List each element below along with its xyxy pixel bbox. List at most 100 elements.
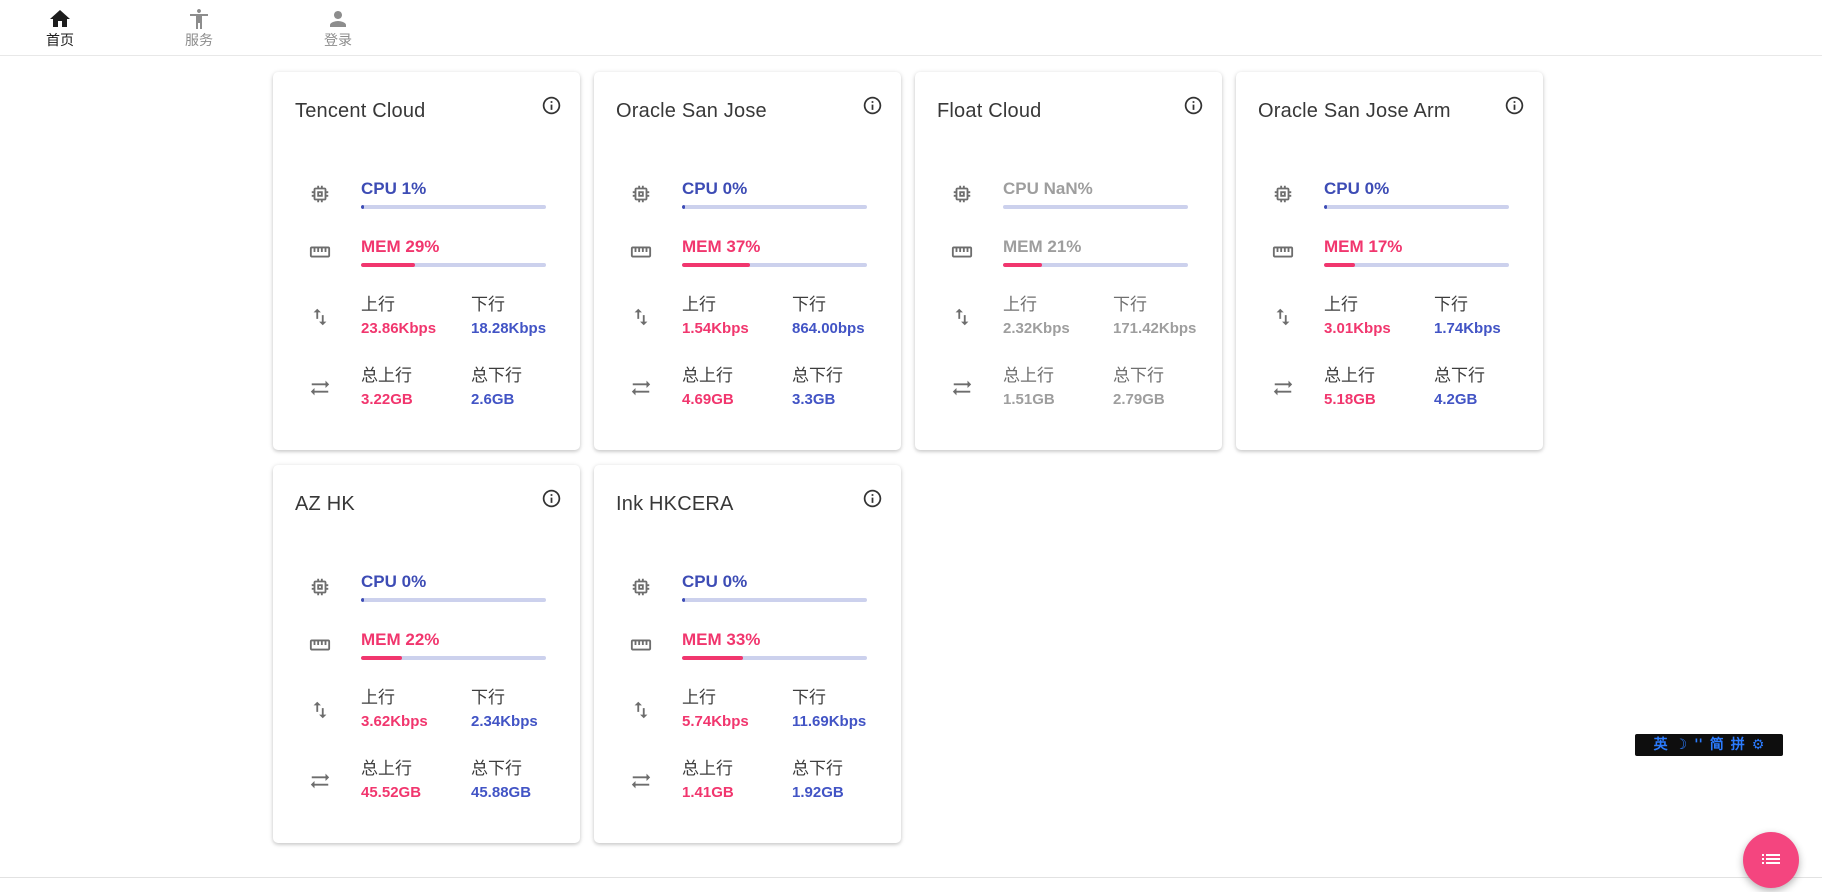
total-download-label: 总下行 bbox=[1113, 366, 1164, 385]
cpu-usage-label: CPU 1% bbox=[361, 179, 427, 198]
ime-quotes-toggle[interactable]: '' bbox=[1694, 737, 1703, 753]
nav-item-login[interactable]: 登录 bbox=[318, 7, 358, 48]
card-header: Oracle San Jose bbox=[594, 72, 901, 123]
mem-progress-bar bbox=[361, 656, 546, 660]
mem-row: MEM 33% bbox=[630, 630, 867, 660]
download-speed: 2.34Kbps bbox=[471, 713, 538, 730]
download-speed: 864.00bps bbox=[792, 320, 865, 337]
total-traffic-row: 总上行 4.69GB 总下行 3.3GB bbox=[630, 366, 867, 409]
cpu-bar-fill bbox=[682, 205, 685, 209]
total-traffic-row: 总上行 1.41GB 总下行 1.92GB bbox=[630, 759, 867, 802]
card-header: Ink HKCERA bbox=[594, 465, 901, 516]
ime-simplified-toggle[interactable]: 简 bbox=[1709, 737, 1724, 753]
cpu-row: CPU NaN% bbox=[951, 179, 1188, 209]
ime-pinyin-toggle[interactable]: 拼 bbox=[1730, 737, 1745, 753]
server-card: AZ HK CPU 0% bbox=[273, 465, 580, 843]
total-upload-value: 1.41GB bbox=[682, 784, 734, 801]
upload-label: 上行 bbox=[1324, 295, 1358, 314]
cpu-progress-bar bbox=[361, 205, 546, 209]
total-download-value: 3.3GB bbox=[792, 391, 836, 408]
ime-moon-icon[interactable]: ☽ bbox=[1674, 737, 1688, 753]
total-upload-label: 总上行 bbox=[682, 759, 733, 778]
server-grid: Tencent Cloud CPU 1% bbox=[273, 72, 1543, 843]
home-icon bbox=[48, 7, 72, 31]
upload-label: 上行 bbox=[361, 688, 395, 707]
cpu-usage-label: CPU 0% bbox=[1324, 179, 1390, 198]
speed-row: 上行 2.32Kbps 下行 171.42Kbps bbox=[951, 295, 1196, 338]
memory-ruler-icon bbox=[630, 630, 682, 660]
cpu-usage-label: CPU 0% bbox=[682, 179, 748, 198]
total-download-value: 45.88GB bbox=[471, 784, 532, 801]
mem-usage-label: MEM 17% bbox=[1324, 237, 1403, 256]
server-name: Oracle San Jose Arm bbox=[1258, 100, 1451, 122]
swap-vertical-icon bbox=[309, 688, 361, 731]
info-icon[interactable] bbox=[1504, 95, 1525, 116]
accessibility-icon bbox=[187, 7, 211, 31]
card-stats: CPU 0% MEM 37% bbox=[594, 179, 901, 409]
download-speed: 18.28Kbps bbox=[471, 320, 547, 337]
mem-usage-label: MEM 33% bbox=[682, 630, 761, 649]
download-label: 下行 bbox=[471, 688, 505, 707]
server-name: Float Cloud bbox=[937, 100, 1042, 122]
total-upload-label: 总上行 bbox=[361, 759, 412, 778]
mem-progress-bar bbox=[1003, 263, 1188, 267]
person-icon bbox=[326, 7, 350, 31]
nav-item-home[interactable]: 首页 bbox=[40, 7, 80, 48]
cpu-usage-label: CPU 0% bbox=[682, 572, 748, 591]
cpu-row: CPU 0% bbox=[630, 179, 867, 209]
server-card: Oracle San Jose Arm CPU 0% bbox=[1236, 72, 1543, 450]
mem-bar-fill bbox=[682, 656, 744, 660]
ime-status-bar[interactable]: 英 ☽ '' 简 拼 ⚙ bbox=[1635, 734, 1783, 756]
speed-row: 上行 1.54Kbps 下行 864.00bps bbox=[630, 295, 867, 338]
mem-bar-fill bbox=[361, 263, 415, 267]
download-label: 下行 bbox=[1434, 295, 1468, 314]
server-name: Oracle San Jose bbox=[616, 100, 767, 122]
upload-label: 上行 bbox=[1003, 295, 1037, 314]
speed-row: 上行 3.62Kbps 下行 2.34Kbps bbox=[309, 688, 546, 731]
info-icon[interactable] bbox=[862, 488, 883, 509]
ime-gear-icon[interactable]: ⚙ bbox=[1751, 737, 1765, 753]
info-icon[interactable] bbox=[541, 488, 562, 509]
info-icon[interactable] bbox=[1183, 95, 1204, 116]
upload-label: 上行 bbox=[361, 295, 395, 314]
ime-english-toggle[interactable]: 英 bbox=[1653, 737, 1668, 753]
total-download-value: 2.6GB bbox=[471, 391, 515, 408]
server-card: Tencent Cloud CPU 1% bbox=[273, 72, 580, 450]
mem-row: MEM 37% bbox=[630, 237, 867, 267]
memory-ruler-icon bbox=[309, 630, 361, 660]
total-download-label: 总下行 bbox=[471, 366, 522, 385]
download-label: 下行 bbox=[792, 688, 826, 707]
server-card: Ink HKCERA CPU 0% bbox=[594, 465, 901, 843]
cpu-bar-fill bbox=[682, 598, 685, 602]
info-icon[interactable] bbox=[541, 95, 562, 116]
memory-ruler-icon bbox=[951, 237, 1003, 267]
swap-horizontal-icon bbox=[630, 366, 682, 409]
total-download-label: 总下行 bbox=[1434, 366, 1485, 385]
speed-row: 上行 5.74Kbps 下行 11.69Kbps bbox=[630, 688, 867, 731]
swap-horizontal-icon bbox=[309, 366, 361, 409]
nav-item-services[interactable]: 服务 bbox=[179, 7, 219, 48]
upload-label: 上行 bbox=[682, 295, 716, 314]
total-traffic-row: 总上行 1.51GB 总下行 2.79GB bbox=[951, 366, 1188, 409]
mem-bar-fill bbox=[1324, 263, 1356, 267]
mem-progress-bar bbox=[682, 656, 867, 660]
info-icon[interactable] bbox=[862, 95, 883, 116]
cpu-chip-icon bbox=[630, 179, 682, 209]
total-download-label: 总下行 bbox=[792, 759, 843, 778]
list-fab-button[interactable] bbox=[1743, 832, 1799, 888]
memory-ruler-icon bbox=[309, 237, 361, 267]
total-upload-label: 总上行 bbox=[361, 366, 412, 385]
total-upload-value: 1.51GB bbox=[1003, 391, 1055, 408]
swap-horizontal-icon bbox=[951, 366, 1003, 409]
card-header: AZ HK bbox=[273, 465, 580, 516]
cpu-progress-bar bbox=[682, 598, 867, 602]
total-upload-value: 5.18GB bbox=[1324, 391, 1376, 408]
cpu-chip-icon bbox=[1272, 179, 1324, 209]
server-card: Float Cloud CPU NaN% bbox=[915, 72, 1222, 450]
total-traffic-row: 总上行 45.52GB 总下行 45.88GB bbox=[309, 759, 546, 802]
total-download-value: 4.2GB bbox=[1434, 391, 1478, 408]
total-download-label: 总下行 bbox=[471, 759, 522, 778]
download-label: 下行 bbox=[1113, 295, 1147, 314]
mem-row: MEM 21% bbox=[951, 237, 1188, 267]
